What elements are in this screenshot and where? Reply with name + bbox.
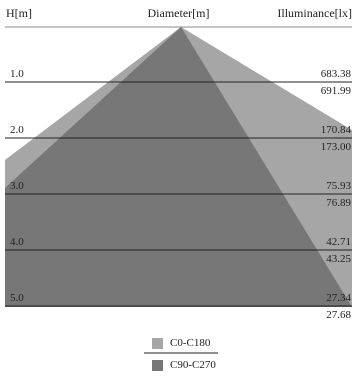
legend-swatch-c90-c270: [152, 360, 163, 371]
illuminance-c90-1: 691.99: [320, 85, 351, 97]
illuminance-c0-4: 42.71: [326, 236, 351, 248]
diameter-axis-label: Diameter[m]: [147, 6, 210, 20]
illuminance-c0-3: 75.93: [326, 180, 351, 192]
legend-label-c0-c180: C0-C180: [170, 337, 211, 349]
height-label-4: 4.0: [10, 236, 24, 248]
illuminance-c0-5: 27.34: [326, 292, 351, 304]
legend-swatch-c0-c180: [152, 338, 163, 349]
height-label-5: 5.0: [10, 292, 24, 304]
height-axis-label: H[m]: [6, 6, 32, 20]
illuminance-c0-2: 170.84: [320, 124, 351, 136]
legend-label-c90-c270: C90-C270: [170, 359, 216, 371]
illuminance-axis-label: Illuminance[lx]: [277, 6, 352, 20]
beam-c90-c270: [5, 27, 352, 307]
height-label-2: 2.0: [10, 124, 24, 136]
illuminance-c90-3: 76.89: [326, 197, 351, 209]
height-label-3: 3.0: [10, 180, 24, 192]
height-label-1: 1.0: [10, 68, 24, 80]
illuminance-c90-2: 173.00: [320, 141, 351, 153]
illuminance-c90-4: 43.25: [326, 253, 351, 265]
illuminance-c0-1: 683.38: [320, 68, 351, 80]
illuminance-c90-5: 27.68: [326, 309, 351, 321]
